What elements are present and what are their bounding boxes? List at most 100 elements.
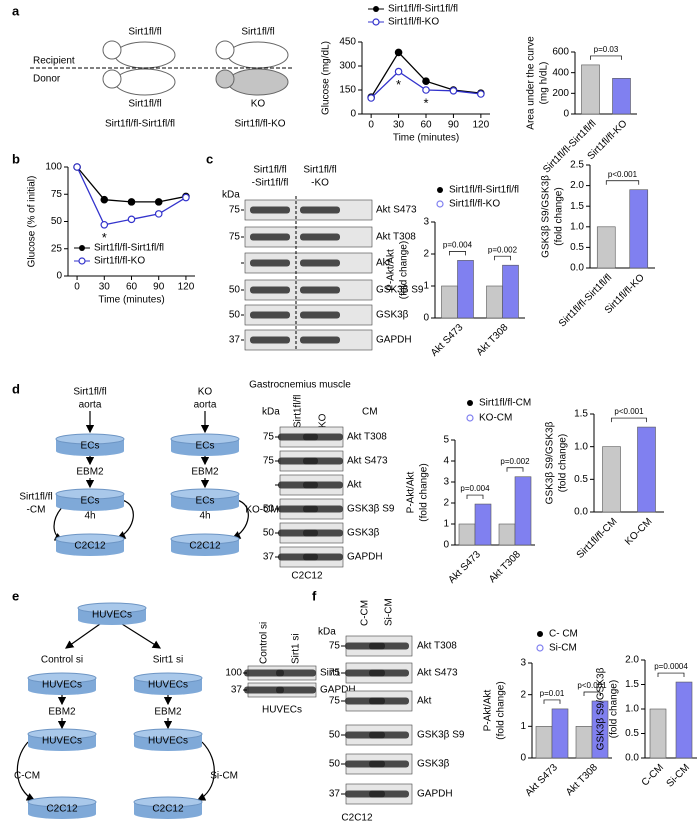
significance-bracket [605, 180, 640, 185]
blot-band [300, 336, 340, 344]
diagram-label: -CM [27, 505, 46, 516]
x-tick-label: Akt S473 [524, 762, 561, 799]
y-tick-label: 2.0 [570, 180, 584, 191]
x-tick-label: 30 [393, 120, 405, 131]
band-label: Akt [347, 480, 362, 491]
y-tick-label: 50 [51, 216, 63, 227]
band-label: GAPDH [417, 789, 453, 800]
bar [637, 426, 656, 513]
kda-marker: 75 [329, 668, 341, 679]
diagram-label: aorta [194, 400, 217, 411]
x-tick-label: Akt S473 [429, 322, 466, 359]
kda-marker: 37 [329, 789, 341, 800]
x-tick-label: 90 [448, 120, 460, 131]
y-tick-label: 0.0 [625, 753, 639, 764]
y-tick-label: 150 [339, 85, 356, 96]
legend-label: Sirt1fl/fl-Sirt1fl/fl [449, 185, 519, 196]
y-tick-label: 1.5 [625, 679, 639, 690]
data-point [477, 90, 485, 98]
y-tick-label: 1.0 [570, 221, 584, 232]
p-value: p=0.01 [540, 689, 565, 698]
bar [441, 285, 458, 319]
diagram-label: Si-CM [210, 771, 238, 782]
band-label: Akt S473 [376, 205, 417, 216]
y-tick-label: 1.0 [574, 441, 588, 452]
dish [133, 728, 203, 740]
lane-label: KO [318, 413, 329, 428]
dish-label: ECs [81, 441, 100, 452]
band-label: Akt S473 [417, 668, 458, 679]
x-tick-label: 0 [74, 282, 80, 293]
dish [27, 796, 97, 808]
significance-bracket [583, 691, 601, 696]
y-tick-label: 600 [552, 47, 569, 58]
diagram-label: Sirt1fl/fl [241, 27, 274, 38]
bar [629, 189, 649, 269]
y-tick-label: 2 [443, 498, 449, 509]
y-tick-label: 2 [423, 249, 429, 260]
dish [78, 615, 146, 625]
kda-marker: 75 [329, 696, 341, 707]
y-axis-label: (fold change) [419, 463, 430, 521]
dish [171, 546, 239, 556]
legend-marker [537, 631, 543, 637]
blot-caption: C2C12 [291, 571, 323, 582]
p-value: p<0.001 [577, 681, 607, 690]
arrows [16, 623, 215, 801]
legend-label: C- CM [549, 629, 578, 640]
y-tick-label: 0 [520, 753, 526, 764]
y-tick-label: 25 [51, 243, 63, 254]
diagram-label: Sirt1fl/fl [128, 27, 161, 38]
blot-band [303, 505, 343, 513]
lane-label: -Sirt1fl/fl [252, 178, 289, 189]
diagram-label: KO [251, 99, 266, 110]
annotation: * [396, 77, 401, 92]
p-value: p=0.004 [443, 241, 473, 250]
dish [55, 488, 125, 500]
lane-label: C-CM [360, 600, 371, 626]
y-axis-label: (fold change) [496, 681, 507, 739]
kda-label: kDa [318, 627, 336, 638]
blot-band [369, 697, 409, 705]
panel-label: a [12, 3, 20, 18]
p-value: p=0.0004 [654, 662, 688, 671]
band-label: GSK3β S9 [347, 504, 395, 515]
bar [502, 264, 519, 319]
bar [612, 78, 631, 115]
dish-label: HUVECs [92, 610, 132, 621]
significance-bracket [543, 699, 561, 704]
blot-band [250, 336, 290, 344]
blot-band [369, 790, 409, 798]
significance-bracket [657, 672, 685, 678]
lane-label: Sirt1fl/fl [253, 165, 286, 176]
significance-bracket [611, 417, 647, 423]
band-label: GAPDH [347, 552, 383, 563]
panel-label: d [12, 381, 20, 396]
x-axis-label: Time (minutes) [393, 133, 459, 144]
annotation: * [423, 95, 428, 110]
diagram-label: KO-CM [245, 505, 278, 516]
blot-band [369, 642, 409, 650]
x-tick-label: Sirt1fl/fl-CM [575, 516, 620, 561]
legend-marker [78, 257, 86, 265]
legend-marker [467, 400, 473, 406]
blot-band [250, 259, 290, 267]
y-tick-label: 1.0 [625, 704, 639, 715]
p-value: p=0.03 [594, 45, 619, 54]
diagram-caption: Sirt1fl/fl-KO [234, 119, 285, 130]
diagram-label: EBM2 [48, 707, 76, 718]
kda-marker: 75 [229, 232, 241, 243]
diagram-label: 4h [84, 511, 95, 522]
diagram-label: Sirt1fl/fl [19, 492, 52, 503]
dish-label: ECs [81, 496, 100, 507]
kda-marker: 37 [263, 552, 275, 563]
lane-label: Sirt1fl/fl [293, 395, 304, 428]
p-value: p=0.002 [488, 245, 518, 254]
y-tick-label: 450 [339, 37, 356, 48]
blot-band [244, 669, 284, 677]
y-tick-label: 2 [520, 689, 526, 700]
significance-bracket [506, 467, 524, 472]
dish-label: C2C12 [152, 804, 184, 815]
diagram-label: EBM2 [154, 707, 182, 718]
legend-label: Sirt1fl/fl-KO [94, 256, 145, 267]
